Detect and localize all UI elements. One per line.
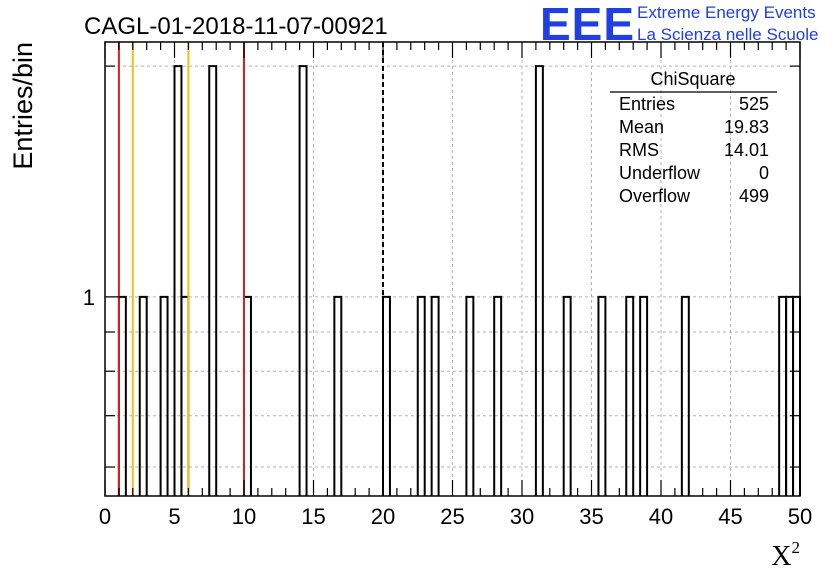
- x-tick-label: 45: [718, 504, 742, 529]
- x-axis-label: X2: [771, 538, 800, 572]
- stats-row-label: Mean: [619, 117, 664, 137]
- x-axis-label-superscript: 2: [792, 538, 801, 557]
- x-tick-label: 25: [440, 504, 464, 529]
- logo-line2: La Scienza nelle Scuole: [637, 25, 818, 44]
- histogram-bin: [465, 295, 475, 496]
- histogram-bin: [208, 65, 218, 496]
- histogram-bin: [597, 295, 607, 496]
- histogram-bin: [298, 65, 308, 496]
- x-tick-label: 20: [371, 504, 395, 529]
- stats-title: ChiSquare: [650, 69, 735, 89]
- histogram-bin: [562, 295, 572, 496]
- logo-line1: Extreme Energy Events: [637, 3, 816, 22]
- histogram-bin: [625, 295, 635, 496]
- x-tick-label: 15: [301, 504, 325, 529]
- x-tick-label: 35: [579, 504, 603, 529]
- x-tick-label: 0: [99, 504, 111, 529]
- stats-row-value: 499: [739, 186, 769, 206]
- histogram-bin: [639, 295, 649, 496]
- x-tick-label: 30: [510, 504, 534, 529]
- y-tick-label: 1: [83, 285, 95, 310]
- histogram-bin: [680, 295, 690, 496]
- histogram-bin: [159, 295, 169, 496]
- stats-row-value: 525: [739, 94, 769, 114]
- eee-logo: EEE Extreme Energy Events La Scienza nel…: [540, 0, 818, 50]
- x-tick-label: 40: [649, 504, 673, 529]
- stats-box: ChiSquare Entries 525 Mean 19.83 RMS 14.01 Und…: [610, 69, 777, 206]
- x-axis-label-main: X: [771, 541, 791, 572]
- histogram-bin: [534, 65, 544, 496]
- y-axis-label: Entries/bin: [8, 42, 38, 170]
- tick-labels: 0 5 10 15 20 25 30 35 40 45 50 1: [83, 285, 812, 529]
- histogram-bin: [785, 295, 795, 496]
- stats-row-label: Underflow: [619, 163, 701, 183]
- histogram-bin: [138, 295, 148, 496]
- histogram-bin: [382, 295, 391, 496]
- histogram-bars: [117, 65, 801, 496]
- stats-row-value: 19.83: [724, 117, 769, 137]
- histogram-bin: [430, 295, 440, 496]
- stats-row-value: 14.01: [724, 140, 769, 160]
- stats-row-label: RMS: [619, 140, 659, 160]
- stats-rows: Entries 525 Mean 19.83 RMS 14.01 Underflow 0 Ove…: [619, 94, 769, 206]
- histogram-bin: [416, 295, 426, 496]
- histogram-bin: [792, 295, 801, 496]
- reference-lines: [117, 42, 384, 496]
- histogram-bin: [778, 295, 788, 496]
- x-tick-label: 50: [788, 504, 812, 529]
- histogram-bin: [243, 295, 252, 496]
- chart-title: CAGL-01-2018-11-07-00921: [84, 13, 388, 40]
- histogram-bin: [173, 65, 183, 496]
- stats-row-label: Entries: [619, 94, 675, 114]
- x-tick-label: 5: [168, 504, 180, 529]
- x-tick-label: 10: [232, 504, 256, 529]
- histogram-bin: [493, 295, 503, 496]
- stats-row-value: 0: [759, 163, 769, 183]
- histogram-bin: [117, 295, 127, 496]
- histogram-bin: [180, 295, 190, 496]
- tick-marks: [104, 42, 801, 496]
- stats-row-label: Overflow: [619, 186, 691, 206]
- histogram-bin: [333, 295, 343, 496]
